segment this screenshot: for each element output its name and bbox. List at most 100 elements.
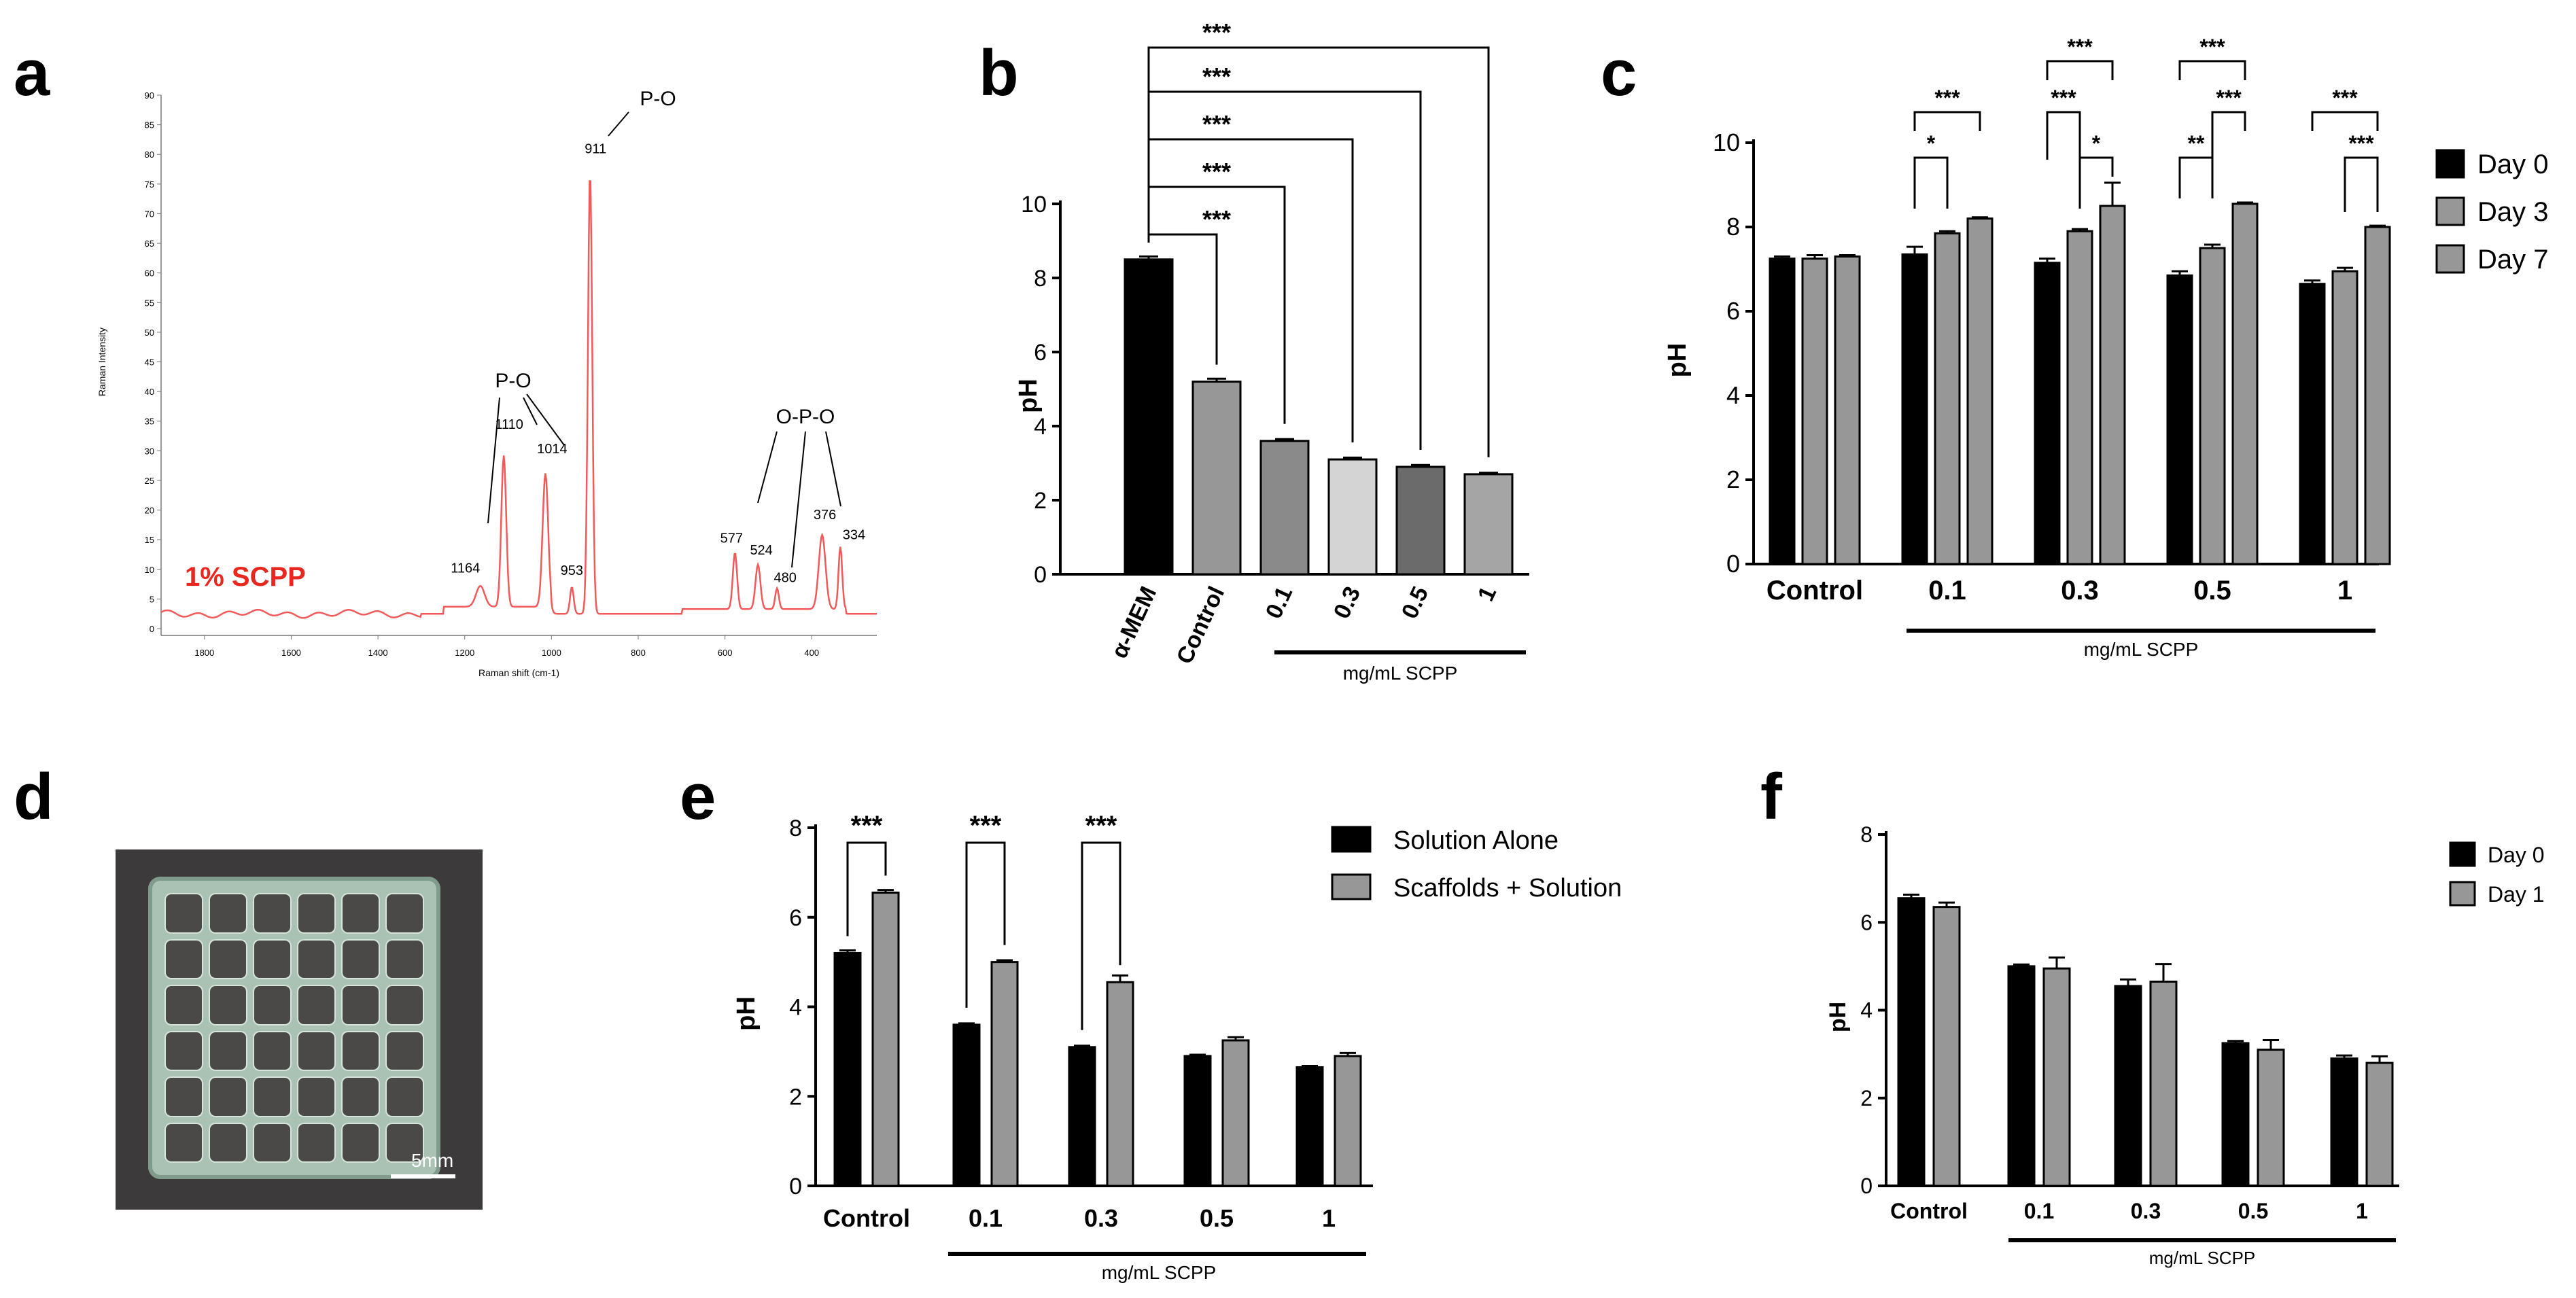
scaffold-pore (387, 1078, 423, 1116)
b-y-tick-label: 4 (1034, 414, 1047, 440)
e-bar-1-1 (990, 961, 1019, 1187)
b-y-label: pH (1014, 379, 1043, 413)
e-bar-0-0 (833, 951, 862, 1187)
a-sample-label: 1% SCPP (185, 562, 306, 592)
b-y-tick-label: 10 (1021, 192, 1047, 217)
c-bar-day-7-3 (2231, 203, 2259, 565)
scaffold-pore (343, 1032, 379, 1070)
c-x-tick-label: Control (1766, 576, 1863, 606)
e-legend-label-1: Scaffolds + Solution (1393, 874, 1622, 902)
e-sig-bracket-1 (965, 841, 1006, 1008)
a-peak-label-376: 376 (814, 508, 836, 523)
c-bar-day-3-0 (1801, 258, 1828, 565)
e-group-label: mg/mL SCPP (1102, 1262, 1217, 1283)
e-bar-1-3 (1221, 1039, 1250, 1187)
a-y-tick-label: 75 (145, 179, 154, 190)
scaffold-pore (387, 1123, 423, 1161)
c-sig-bracket-2 (2046, 60, 2114, 80)
c-sig-bracket-7-label: *** (2216, 86, 2242, 110)
c-sig-bracket-1 (1913, 156, 1949, 209)
scaffold-pore (210, 940, 246, 978)
f-bar-0-3 (2221, 1042, 2250, 1187)
c-bar-day-0-2 (2034, 262, 2061, 565)
c-bar-day-0-1 (1901, 253, 1928, 565)
c-y-tick-label: 4 (1726, 381, 1740, 409)
scaffold-pore (298, 1123, 334, 1161)
f-y-tick-label: 0 (1860, 1174, 1873, 1198)
panel-letter-e: e (680, 760, 716, 833)
c-y-tick-label: 0 (1726, 550, 1740, 578)
c-y-tick-label: 8 (1726, 213, 1740, 241)
c-sig-bracket-2-label: *** (2067, 35, 2093, 59)
scaffold-pore (166, 894, 202, 932)
b-bar-2 (1259, 440, 1310, 576)
a-annotation-po-main-leader (608, 111, 629, 137)
scaffold-pore (343, 986, 379, 1024)
scaffold-grid (166, 894, 423, 1161)
a-x-tick-label: 1000 (542, 648, 561, 658)
c-sig-bracket-8 (2311, 111, 2379, 131)
a-annotation-po-left-leader2 (523, 397, 538, 425)
scaffold-pore (343, 1078, 379, 1116)
f-x-tick-label: 0.3 (2131, 1199, 2161, 1223)
a-annotation-po-left-leader3 (526, 393, 565, 446)
e-legend-swatch-0 (1331, 826, 1372, 853)
scaffold-pore (298, 894, 334, 932)
scaffold-pore (298, 986, 334, 1024)
scaffold-pore (387, 940, 423, 978)
c-bar-day-3-4 (2331, 270, 2359, 565)
f-legend-label-0: Day 0 (2488, 843, 2545, 867)
a-peak-label-577: 577 (720, 531, 743, 546)
a-x-tick-label: 400 (804, 648, 819, 658)
a-peak-label-1164: 1164 (451, 561, 480, 576)
scaffold-pore (343, 894, 379, 932)
f-y-tick-label: 8 (1860, 822, 1873, 847)
f-y-tick-label: 6 (1860, 910, 1873, 934)
c-bar-day-3-3 (2199, 247, 2226, 565)
c-bar-day-7-0 (1834, 255, 1861, 565)
scaffold-pore (343, 940, 379, 978)
e-y-tick-label: 6 (789, 905, 802, 931)
a-x-tick-label: 800 (631, 648, 646, 658)
a-peak-label-524: 524 (750, 543, 772, 558)
e-sig-bracket-2 (1081, 841, 1121, 1030)
e-y-tick-label: 8 (789, 815, 802, 841)
c-legend-label-1: Day 3 (2477, 197, 2549, 227)
b-sig-label-2: *** (1202, 110, 1231, 138)
e-sig-bracket-0 (846, 841, 887, 936)
a-y-tick-label: 25 (145, 476, 154, 486)
b-sig-label-3: *** (1202, 63, 1231, 90)
b-sig-label-1: *** (1202, 158, 1231, 186)
f-y-tick-label: 4 (1860, 998, 1873, 1023)
e-sig-label-2: *** (1085, 811, 1117, 841)
e-bar-0-2 (1068, 1046, 1096, 1187)
scaffold-pore (210, 1123, 246, 1161)
f-y-tick-label: 2 (1860, 1086, 1873, 1110)
f-bar-0-4 (2330, 1057, 2359, 1187)
f-bar-1-3 (2257, 1049, 2285, 1187)
c-y-tick-label: 10 (1713, 128, 1740, 156)
f-legend-swatch-1 (2449, 881, 2476, 907)
a-y-tick-label: 70 (145, 209, 154, 219)
a-y-tick-label: 45 (145, 357, 154, 368)
panel-letter-d: d (14, 760, 54, 833)
c-sig-bracket-1-label: * (1927, 131, 1936, 156)
e-sig-label-1: *** (970, 811, 1002, 841)
f-bar-0-0 (1897, 897, 1926, 1187)
a-peak-label-953: 953 (561, 563, 583, 578)
a-annotation-po-left: P-O (495, 370, 531, 392)
scaffold-lattice (148, 877, 440, 1179)
a-y-tick-label: 10 (145, 565, 154, 575)
c-sig-bracket-6-label: ** (2188, 131, 2205, 156)
f-bar-0-2 (2114, 985, 2142, 1187)
c-bar-day-0-3 (2166, 274, 2193, 565)
scaffold-pore (298, 1032, 334, 1070)
f-bar-1-0 (1932, 906, 1961, 1187)
a-y-tick-label: 15 (145, 535, 154, 545)
f-group-label: mg/mL SCPP (2149, 1248, 2256, 1268)
e-y-label: pH (732, 996, 761, 1031)
e-x-tick-label: 0.1 (969, 1204, 1003, 1232)
a-x-tick-label: 1400 (368, 648, 388, 658)
c-sig-bracket-7 (2211, 111, 2246, 160)
c-bar-day-0-4 (2299, 283, 2326, 565)
